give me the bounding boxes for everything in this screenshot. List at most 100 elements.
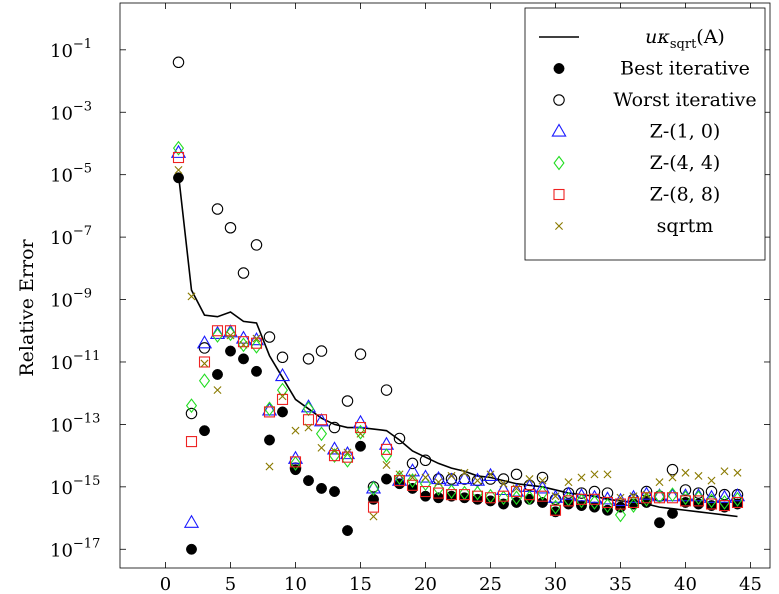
- data-point: [469, 472, 486, 486]
- legend-label: Z-(1, 0): [650, 121, 721, 143]
- data-point: [599, 491, 616, 505]
- data-point: [367, 501, 380, 513]
- data-point: [551, 492, 560, 501]
- data-point: [341, 395, 354, 407]
- data-point: [289, 456, 302, 468]
- data-point: [302, 353, 315, 365]
- data-point: [575, 493, 588, 509]
- data-point: [655, 478, 664, 487]
- data-point: [432, 473, 445, 485]
- data-point: [199, 425, 210, 437]
- data-point: [172, 140, 185, 156]
- data-point: [547, 489, 564, 503]
- data-point: [406, 457, 419, 470]
- data-point: [564, 478, 573, 487]
- series-z-1-0: [170, 144, 746, 528]
- data-point: [549, 504, 562, 516]
- data-point: [729, 488, 746, 502]
- data-point: [328, 450, 341, 462]
- x-tick-label: 0: [160, 574, 171, 594]
- data-point: [317, 443, 326, 452]
- data-point: [718, 488, 731, 501]
- data-point: [408, 473, 417, 482]
- data-point: [417, 469, 434, 483]
- data-point: [536, 471, 549, 484]
- data-point: [263, 331, 276, 343]
- data-point: [419, 476, 432, 492]
- data-point: [316, 482, 327, 494]
- legend-label: uκsqrt(A): [645, 26, 725, 52]
- data-point: [170, 144, 187, 158]
- data-point: [510, 490, 523, 506]
- data-point: [302, 414, 315, 426]
- axis-ticks: [120, 3, 770, 568]
- data-point: [432, 487, 445, 499]
- data-point: [313, 413, 330, 427]
- legend-label: Worst iterative: [613, 89, 756, 111]
- data-point: [263, 406, 276, 418]
- data-point: [512, 484, 521, 493]
- data-point: [575, 493, 588, 505]
- x-tick-label: 45: [739, 574, 762, 594]
- data-point: [382, 461, 391, 469]
- data-point: [588, 493, 601, 505]
- data-point: [341, 452, 354, 468]
- data-point: [588, 495, 601, 510]
- data-point: [510, 468, 523, 481]
- data-point: [225, 345, 236, 357]
- data-point: [235, 330, 252, 344]
- y-tick-label: 10−13: [50, 411, 100, 436]
- data-point: [186, 543, 197, 555]
- data-point: [523, 489, 536, 501]
- data-point: [705, 498, 718, 510]
- data-point: [339, 445, 356, 460]
- data-point: [211, 203, 224, 215]
- data-point: [407, 482, 418, 494]
- data-point: [238, 353, 249, 365]
- data-point: [511, 496, 522, 508]
- data-point: [497, 490, 510, 502]
- data-point: [367, 480, 380, 496]
- data-point: [315, 414, 328, 426]
- data-point: [510, 485, 523, 498]
- data-point: [237, 337, 250, 353]
- data-point: [343, 448, 352, 457]
- x-tick-label: 25: [479, 574, 502, 594]
- legend: uκsqrt(A) Best iterative Worst iterative Z-…: [524, 7, 766, 261]
- data-point: [172, 151, 185, 164]
- data-point: [640, 492, 653, 504]
- data-point: [434, 478, 443, 487]
- data-point: [276, 393, 289, 405]
- data-point: [525, 475, 534, 484]
- data-point: [616, 493, 625, 502]
- data-point: [277, 406, 288, 418]
- data-point: [694, 471, 703, 480]
- data-point: [460, 468, 469, 477]
- y-tick-label: 10−7: [50, 224, 92, 249]
- data-point: [315, 345, 328, 357]
- series-sqrtm: [174, 166, 742, 521]
- data-point: [536, 490, 549, 502]
- data-point: [315, 426, 328, 442]
- y-tick-label: 10−5: [50, 162, 92, 187]
- y-tick-label: 10−17: [50, 536, 100, 561]
- data-point: [681, 468, 690, 477]
- data-point: [577, 473, 586, 482]
- series-z-8-8: [172, 151, 744, 516]
- data-point: [612, 492, 629, 506]
- data-point: [666, 463, 679, 476]
- data-point: [237, 336, 250, 348]
- y-tick-label: 10−1: [50, 37, 92, 62]
- y-tick-label: 10−3: [50, 99, 92, 124]
- data-point: [265, 462, 274, 471]
- data-point: [484, 492, 497, 504]
- data-point: [248, 332, 265, 346]
- data-point: [289, 456, 302, 471]
- data-point: [252, 334, 261, 343]
- data-point: [731, 496, 744, 508]
- data-point: [172, 56, 185, 69]
- legend-label: Best iterative: [620, 58, 750, 80]
- data-point: [237, 267, 250, 279]
- y-tick-label: 10−9: [50, 287, 92, 312]
